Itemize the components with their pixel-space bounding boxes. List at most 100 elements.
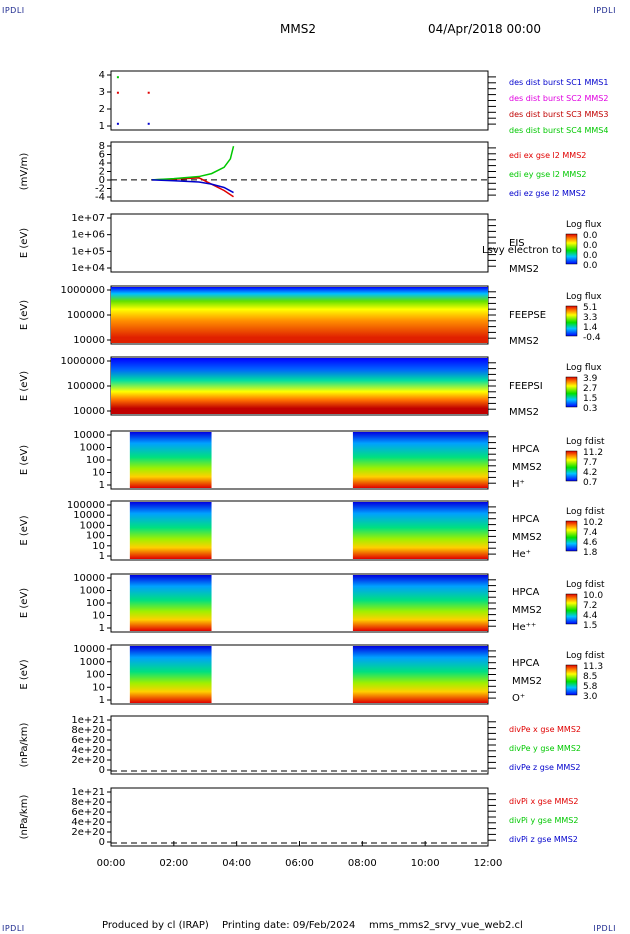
y-tick-label: 10 [92, 682, 105, 693]
data-point [116, 122, 119, 125]
y-axis-label: (nPa/km) [19, 723, 30, 768]
y-tick-label: 1e+21 [71, 787, 105, 798]
colorbar [565, 450, 578, 482]
colorbar-tick-label: 5.8 [583, 682, 598, 692]
panel-frame [110, 70, 489, 131]
y-tick-label: 1000 [80, 657, 105, 668]
spectrogram-block [129, 575, 212, 631]
instrument-label: MMS2 [509, 407, 539, 418]
y-axis-label: (nPa/km) [19, 795, 30, 840]
y-tick-label: 100 [86, 455, 105, 466]
y-tick-label: 10000 [73, 406, 105, 417]
y-tick-label: -4 [95, 192, 105, 203]
y-tick-label: 1000 [80, 443, 105, 454]
y-tick-label: 1 [99, 551, 105, 562]
legend-entry: divPe x gse MMS2 [509, 725, 581, 734]
colorbar [565, 376, 578, 408]
y-axis-label: E (eV) [19, 371, 30, 401]
footer-produced-by: Produced by cl (IRAP) [102, 920, 209, 931]
legend-entry: edi ez gse l2 MMS2 [509, 189, 586, 198]
x-tick-label: 06:00 [285, 858, 314, 869]
panel-frame [110, 787, 489, 847]
y-tick-label: 0 [99, 837, 105, 848]
colorbar-tick-label: 11.2 [583, 448, 603, 458]
colorbar-title: Log flux [566, 292, 602, 302]
series-line [151, 179, 234, 194]
y-tick-label: 100000 [67, 381, 105, 392]
footer-file: mms_mms2_srvy_vue_web2.cl [369, 920, 523, 931]
spectrogram-block [111, 358, 488, 414]
y-tick-label: 10 [92, 541, 105, 552]
colorbar [565, 233, 578, 265]
series-line [151, 146, 235, 181]
colorbar [565, 305, 578, 337]
instrument-label: FEEPSE [509, 310, 546, 321]
y-tick-label: 10 [92, 611, 105, 622]
instrument-label: EIS [509, 238, 525, 249]
x-tick-label: 04:00 [222, 858, 251, 869]
y-tick-label: 2 [99, 104, 105, 115]
y-tick-label: 1000000 [60, 285, 105, 296]
spectrogram-block [129, 432, 212, 488]
y-axis-label: E (eV) [19, 300, 30, 330]
y-axis-label: (mV/m) [19, 153, 30, 191]
colorbar [565, 593, 578, 625]
colorbar-tick-label: 7.2 [583, 601, 597, 611]
y-tick-label: 0 [99, 175, 105, 186]
y-tick-label: 10000 [73, 430, 105, 441]
y-tick-label: 6e+20 [71, 735, 105, 746]
instrument-label: MMS2 [512, 532, 542, 543]
y-tick-label: 1 [99, 623, 105, 634]
legend-entry: divPe y gse MMS2 [509, 744, 581, 753]
data-point [147, 91, 150, 94]
colorbar-tick-label: 4.6 [583, 538, 598, 548]
colorbar-tick-label: 4.4 [583, 611, 598, 621]
y-tick-label: 10000 [73, 644, 105, 655]
colorbar-tick-label: 10.2 [583, 518, 603, 528]
y-tick-label: 4 [99, 158, 105, 169]
y-tick-label: 4 [99, 70, 105, 81]
instrument-label: HPCA [512, 444, 540, 455]
colorbar-tick-label: 0.0 [583, 231, 598, 241]
overlay-label: Lsvy electron to [482, 245, 562, 256]
spectrogram-block [111, 287, 488, 343]
y-tick-label: 4e+20 [71, 817, 105, 828]
colorbar-title: Log fdist [566, 580, 605, 590]
corner-label-bottom-right: IPDLI [593, 924, 616, 933]
y-tick-label: 1000000 [60, 356, 105, 367]
panel-frame [110, 141, 489, 202]
mission-title: MMS2 [280, 22, 316, 36]
colorbar-tick-label: 1.4 [583, 323, 598, 333]
y-tick-label: 100 [86, 598, 105, 609]
data-point [116, 76, 119, 79]
y-tick-label: 2 [99, 167, 105, 178]
colorbar-tick-label: 1.5 [583, 394, 597, 404]
y-tick-label: 8e+20 [71, 797, 105, 808]
colorbar-tick-label: 1.5 [583, 621, 597, 631]
colorbar-tick-label: 10.0 [583, 591, 603, 601]
y-tick-label: 10000 [73, 335, 105, 346]
corner-label-bottom-left: IPDLI [2, 924, 25, 933]
y-tick-label: 0 [99, 765, 105, 776]
colorbar-tick-label: 4.2 [583, 468, 597, 478]
colorbar-tick-label: 1.8 [583, 548, 598, 558]
spectrogram-block [352, 575, 488, 631]
data-point [147, 122, 150, 125]
x-tick-label: 02:00 [159, 858, 188, 869]
colorbar-tick-label: 0.0 [583, 251, 598, 261]
colorbar-tick-label: -0.4 [583, 333, 601, 343]
data-point [116, 91, 119, 94]
instrument-label: HPCA [512, 587, 540, 598]
instrument-label: HPCA [512, 658, 540, 669]
y-tick-label: 1 [99, 695, 105, 706]
y-tick-label: 1e+07 [71, 213, 105, 224]
colorbar-tick-label: 0.0 [583, 261, 598, 271]
colorbar-title: Log flux [566, 363, 602, 373]
y-tick-label: -2 [95, 184, 105, 195]
colorbar-tick-label: 2.7 [583, 384, 597, 394]
y-tick-label: 2e+20 [71, 755, 105, 766]
y-tick-label: 10 [92, 468, 105, 479]
y-tick-label: 1e+21 [71, 715, 105, 726]
colorbar-title: Log fdist [566, 651, 605, 661]
